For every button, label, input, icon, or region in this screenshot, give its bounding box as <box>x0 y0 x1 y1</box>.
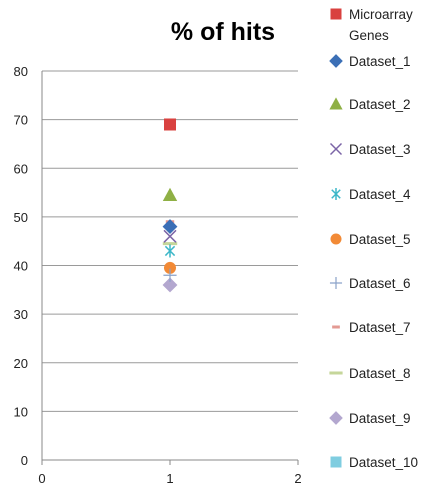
legend-item: Dataset_9 <box>329 411 411 426</box>
y-tick-label: 20 <box>14 356 28 371</box>
legend-marker <box>330 233 342 245</box>
legend-label: Dataset_10 <box>349 455 418 470</box>
legend-item: Dataset_6 <box>329 276 411 291</box>
legend-label: Dataset_9 <box>349 411 411 426</box>
legend-label: Dataset_6 <box>349 276 411 291</box>
data-point-dataset-4 <box>164 244 176 258</box>
legend-label: Dataset_4 <box>349 187 411 202</box>
y-tick-label: 50 <box>14 210 28 225</box>
legend-marker <box>329 54 343 68</box>
legend-item: Dataset_7 <box>332 320 411 335</box>
legend-label: Microarray <box>349 7 413 22</box>
legend-label: Dataset_8 <box>349 366 411 381</box>
data-point-dataset-5 <box>164 261 176 274</box>
x-tick-label: 2 <box>294 471 301 486</box>
legend-marker <box>329 97 343 110</box>
y-tick-label: 70 <box>14 113 28 128</box>
legend-label: Dataset_7 <box>349 320 411 335</box>
axes: 0 10 20 30 40 50 60 70 80 0 1 2 <box>14 64 302 486</box>
legend-marker <box>330 8 342 20</box>
y-tick-label: 40 <box>14 259 28 274</box>
legend-item: Dataset_3 <box>329 142 411 157</box>
legend-label: Dataset_5 <box>349 232 411 247</box>
legend-marker <box>329 411 343 425</box>
data-point-dataset-1 <box>162 219 178 235</box>
legend-item: Dataset_2 <box>329 97 411 112</box>
legend-item: Dataset_10 <box>330 455 418 470</box>
legend-label: Dataset_2 <box>349 97 411 112</box>
y-tick-label: 10 <box>14 404 28 419</box>
data-point-dataset-8 <box>162 242 178 246</box>
y-tick-label: 80 <box>14 64 28 79</box>
x-tick-label: 0 <box>38 471 45 486</box>
y-tick-label: 0 <box>21 453 28 468</box>
data-point-dataset-2 <box>162 187 178 201</box>
legend-marker <box>329 142 343 156</box>
legend-item: Dataset_1 <box>329 54 411 69</box>
y-tick-label: 60 <box>14 161 28 176</box>
legend-label: Dataset_1 <box>349 54 411 69</box>
data-point-dataset-6 <box>163 268 177 282</box>
y-tick-label: 30 <box>14 307 28 322</box>
legend-item: Dataset_4 <box>331 187 411 202</box>
legend-marker <box>332 325 340 329</box>
legend-item: Microarray Genes <box>330 7 413 43</box>
legend-label: Dataset_3 <box>349 142 411 157</box>
data-point-dataset-9 <box>162 277 178 293</box>
legend: Microarray Genes Dataset_1 Dataset_2 Dataset… <box>329 7 418 470</box>
data-point-dataset-3 <box>163 229 177 243</box>
legend-item: Dataset_8 <box>329 366 411 381</box>
legend-item: Dataset_5 <box>330 232 411 247</box>
legend-marker <box>329 371 343 375</box>
data-point-microarray-genes <box>164 118 176 131</box>
legend-marker <box>330 456 342 468</box>
legend-label: Genes <box>349 28 389 43</box>
x-tick-label: 1 <box>166 471 173 486</box>
chart-title: % of hits <box>171 18 275 46</box>
legend-marker <box>331 187 341 201</box>
data-points <box>162 118 178 293</box>
legend-marker <box>329 276 343 290</box>
